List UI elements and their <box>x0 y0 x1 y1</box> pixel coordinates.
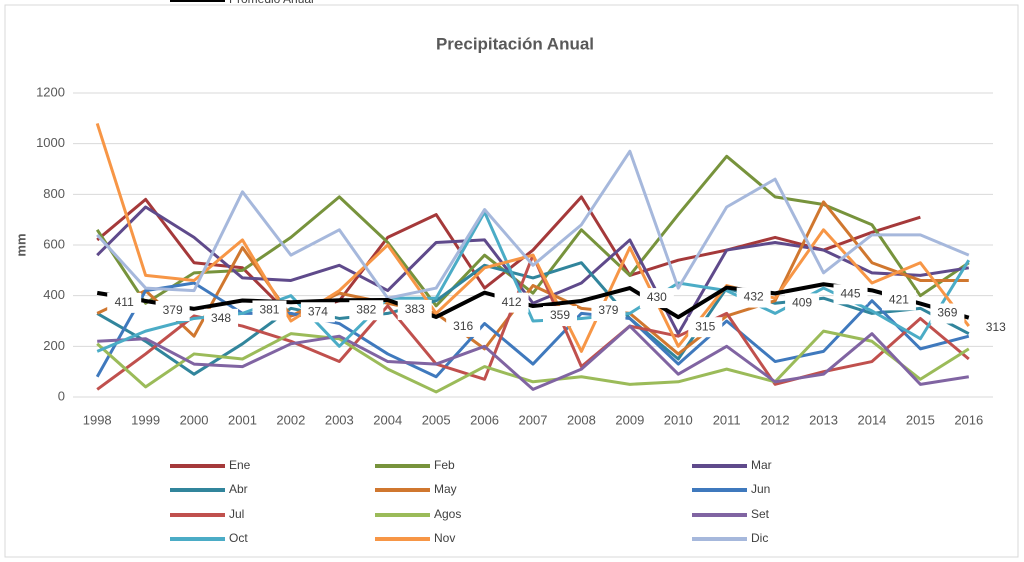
data-label: 369 <box>937 306 957 320</box>
series-line <box>96 210 971 353</box>
data-label-box <box>252 300 287 321</box>
series-line <box>96 200 969 356</box>
chart-border <box>4 4 1019 558</box>
legend-label: Agos <box>434 507 461 521</box>
y-axis-label: mm <box>13 233 28 256</box>
x-tick-label: 2006 <box>470 412 499 427</box>
x-tick-label: 1999 <box>131 412 160 427</box>
data-label: 432 <box>744 290 764 304</box>
data-label-box <box>978 317 1013 338</box>
legend-label: Oct <box>229 531 248 545</box>
data-label: 430 <box>647 290 667 304</box>
data-label-box <box>930 303 965 324</box>
data-label-box <box>494 292 529 313</box>
x-tick-label: 2007 <box>519 412 548 427</box>
data-label-box <box>397 299 432 320</box>
data-label-box <box>736 287 771 308</box>
series-line <box>95 122 970 353</box>
x-tick-label: 2004 <box>373 412 402 427</box>
legend-label: Jul <box>229 507 244 521</box>
x-tick-label: 2001 <box>228 412 257 427</box>
data-label: 359 <box>550 308 570 322</box>
data-label-box <box>688 317 723 338</box>
data-label-box <box>155 300 190 321</box>
series-line <box>96 329 970 394</box>
legend-label: Jun <box>751 482 770 496</box>
data-label: 421 <box>889 293 909 307</box>
data-label-box <box>881 290 916 311</box>
data-label: 379 <box>598 303 618 317</box>
y-tick-label: 200 <box>43 338 65 353</box>
data-label-box <box>785 293 820 314</box>
data-label-box <box>833 284 868 305</box>
chart-title: Precipitación Anual <box>436 34 594 53</box>
data-label-box <box>204 308 239 329</box>
y-tick-label: 600 <box>43 236 65 251</box>
data-label: 409 <box>792 296 812 310</box>
data-label-box <box>107 292 142 313</box>
series-line <box>97 324 970 391</box>
y-tick-label: 0 <box>58 388 65 403</box>
legend-label: Dic <box>751 531 768 545</box>
x-tick-label: 1998 <box>83 412 112 427</box>
data-label-box <box>446 316 481 337</box>
data-label-box <box>543 306 577 327</box>
x-tick-label: 2009 <box>615 412 644 427</box>
data-label: 445 <box>841 286 861 300</box>
data-label: 383 <box>405 302 425 316</box>
x-tick-label: 2005 <box>422 412 451 427</box>
data-label-box <box>591 300 626 321</box>
data-label-box <box>639 288 674 309</box>
x-tick-label: 2012 <box>761 412 790 427</box>
legend-label: Ene <box>229 458 251 472</box>
series-line <box>96 205 970 336</box>
legend-label: Abr <box>229 482 248 496</box>
data-label: 313 <box>986 320 1006 334</box>
data-label: 379 <box>163 303 183 317</box>
x-tick-label: 2010 <box>664 412 693 427</box>
x-tick-label: 2002 <box>276 412 305 427</box>
data-label: 381 <box>259 303 279 317</box>
data-label-box <box>349 300 384 321</box>
y-tick-label: 800 <box>43 186 65 201</box>
series-line <box>96 149 970 300</box>
x-tick-label: 2000 <box>180 412 209 427</box>
series-line <box>96 261 970 376</box>
data-label: 412 <box>502 295 522 309</box>
data-label: 316 <box>453 319 473 333</box>
y-tick-label: 1200 <box>36 84 65 99</box>
legend-label: Nov <box>434 531 455 545</box>
x-tick-label: 2008 <box>567 412 596 427</box>
x-tick-label: 2014 <box>857 412 886 427</box>
data-label: 315 <box>695 319 715 333</box>
data-label: 411 <box>115 295 134 309</box>
legend-label: May <box>434 482 457 496</box>
legend-label: Promedio Anual <box>229 0 314 6</box>
data-label-box <box>300 302 335 323</box>
legend-label: Mar <box>751 458 772 472</box>
legend-label: Feb <box>434 458 455 472</box>
series-line <box>96 282 970 320</box>
y-tick-label: 1000 <box>36 135 65 150</box>
x-tick-label: 2003 <box>325 412 354 427</box>
data-label: 374 <box>308 304 328 318</box>
y-tick-label: 400 <box>43 287 65 302</box>
x-tick-label: 2011 <box>713 412 741 427</box>
x-tick-label: 2013 <box>809 412 838 427</box>
x-tick-label: 2016 <box>954 412 983 427</box>
data-label: 382 <box>356 302 376 316</box>
legend-label: Set <box>751 507 770 521</box>
data-label: 348 <box>211 311 231 325</box>
x-tick-label: 2015 <box>906 412 935 427</box>
